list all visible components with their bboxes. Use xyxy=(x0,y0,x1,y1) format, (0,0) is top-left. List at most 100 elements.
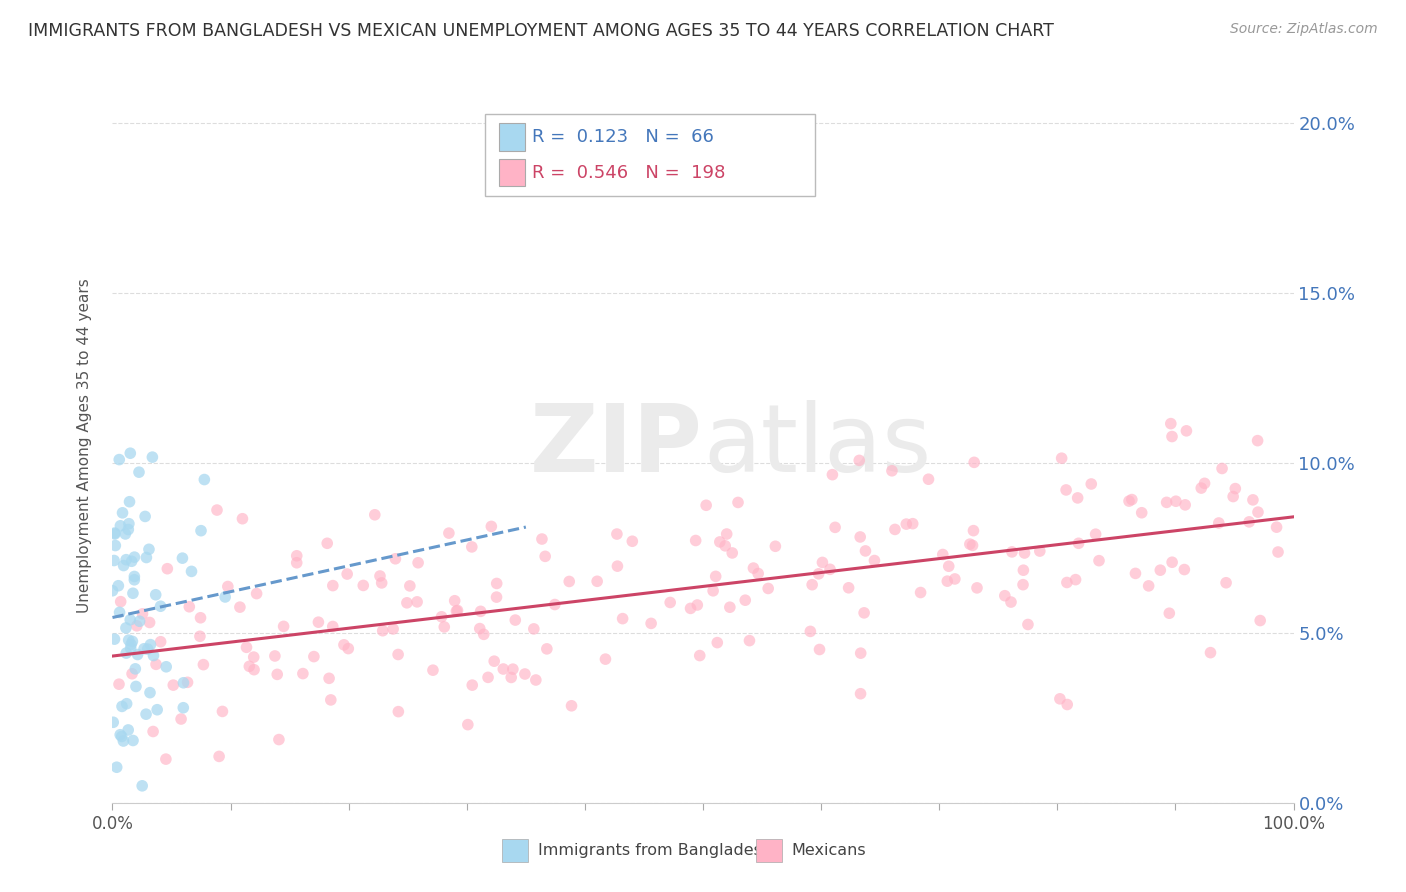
Point xyxy=(807,566,830,581)
Point xyxy=(818,562,841,576)
Point xyxy=(472,627,495,641)
Point xyxy=(1246,434,1268,448)
Point xyxy=(716,527,738,541)
Point xyxy=(1222,490,1244,504)
Point xyxy=(1012,563,1035,577)
Point xyxy=(880,464,903,478)
Point xyxy=(1066,491,1088,505)
Point xyxy=(285,549,308,563)
Point xyxy=(959,537,981,551)
Point xyxy=(172,675,194,690)
Point xyxy=(118,516,141,531)
Point xyxy=(1000,595,1022,609)
Point xyxy=(808,642,831,657)
Point xyxy=(901,516,924,531)
Point xyxy=(307,615,329,630)
Point xyxy=(612,612,634,626)
Point xyxy=(530,532,553,546)
Point xyxy=(1161,555,1184,569)
Point xyxy=(560,698,582,713)
Bar xyxy=(499,123,524,151)
Point xyxy=(863,553,886,567)
Point xyxy=(176,675,198,690)
Point xyxy=(193,657,215,672)
Point xyxy=(1067,536,1090,550)
Point xyxy=(111,730,134,744)
Point xyxy=(849,530,872,544)
Point xyxy=(302,649,325,664)
Point xyxy=(799,624,821,639)
Text: atlas: atlas xyxy=(703,400,931,492)
Point xyxy=(437,526,460,541)
Point xyxy=(124,550,146,565)
Point xyxy=(110,594,132,608)
Point xyxy=(718,600,741,615)
Point xyxy=(117,523,139,537)
Point xyxy=(337,641,360,656)
Point xyxy=(352,578,374,592)
Point xyxy=(121,666,143,681)
Point xyxy=(1174,498,1197,512)
Point xyxy=(1159,606,1181,620)
Point xyxy=(1160,417,1182,431)
Point xyxy=(115,646,138,660)
Point xyxy=(747,566,769,581)
Point xyxy=(114,527,136,541)
Bar xyxy=(756,839,782,862)
Point xyxy=(238,659,260,673)
Text: ZIP: ZIP xyxy=(530,400,703,492)
Point xyxy=(962,538,984,552)
Point xyxy=(231,512,253,526)
Text: Source: ZipAtlas.com: Source: ZipAtlas.com xyxy=(1230,22,1378,37)
Point xyxy=(1237,515,1260,529)
Point xyxy=(1215,575,1237,590)
Point xyxy=(120,613,142,627)
Point xyxy=(1175,424,1198,438)
Point xyxy=(118,494,141,508)
Point xyxy=(205,503,228,517)
Point xyxy=(479,519,502,533)
Point xyxy=(103,553,125,567)
Point xyxy=(962,524,984,538)
Point xyxy=(1017,617,1039,632)
Text: Immigrants from Bangladesh: Immigrants from Bangladesh xyxy=(537,843,772,858)
Point xyxy=(430,609,453,624)
Point xyxy=(117,723,139,737)
Point xyxy=(112,558,135,573)
Point xyxy=(127,648,149,662)
Point xyxy=(936,574,959,589)
Point xyxy=(1137,579,1160,593)
Point xyxy=(1125,566,1147,581)
Point xyxy=(139,686,162,700)
Point xyxy=(155,752,177,766)
Point xyxy=(122,733,145,747)
Point xyxy=(104,539,127,553)
FancyBboxPatch shape xyxy=(485,114,815,196)
Point xyxy=(443,593,465,607)
Point xyxy=(131,607,153,621)
Point xyxy=(139,638,162,652)
Point xyxy=(138,615,160,630)
Point xyxy=(190,524,212,538)
Point xyxy=(149,599,172,614)
Point xyxy=(1121,492,1143,507)
Point xyxy=(1054,483,1077,497)
Point xyxy=(103,715,125,730)
Point xyxy=(122,586,145,600)
Point xyxy=(368,569,391,583)
Text: IMMIGRANTS FROM BANGLADESH VS MEXICAN UNEMPLOYMENT AMONG AGES 35 TO 44 YEARS COR: IMMIGRANTS FROM BANGLADESH VS MEXICAN UN… xyxy=(28,22,1054,40)
Point xyxy=(524,673,547,687)
Point xyxy=(1267,545,1289,559)
Point xyxy=(838,581,860,595)
Point xyxy=(1050,451,1073,466)
Point xyxy=(387,705,409,719)
Point xyxy=(689,648,711,663)
Point xyxy=(502,662,524,676)
Point xyxy=(966,581,988,595)
Point xyxy=(446,603,468,617)
Point xyxy=(659,595,682,609)
Point xyxy=(141,450,163,464)
Point xyxy=(273,619,295,633)
Point xyxy=(1211,461,1233,475)
Point xyxy=(101,583,124,598)
